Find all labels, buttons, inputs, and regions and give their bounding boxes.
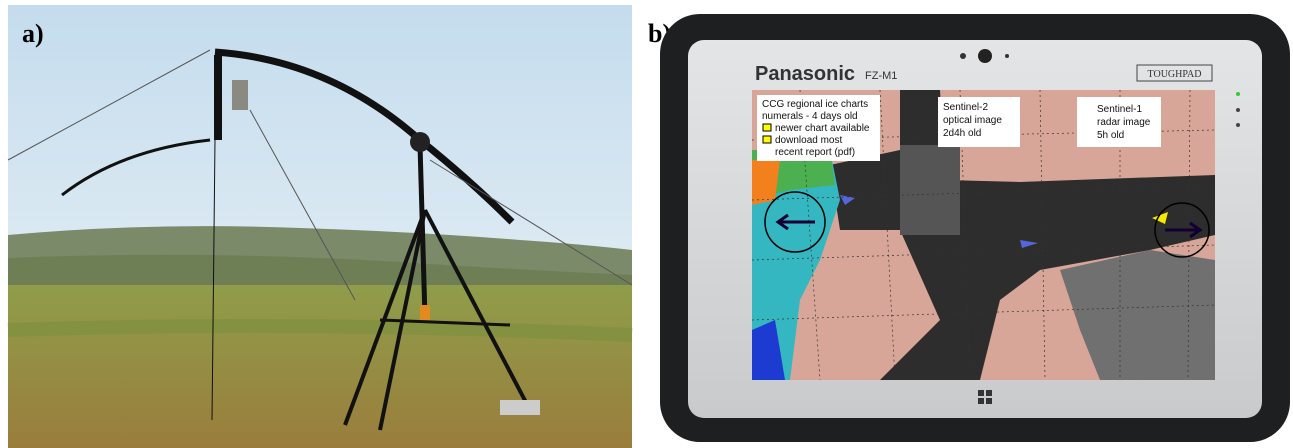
box-text: Sentinel-1 [1097, 104, 1142, 115]
legend-entry: newer chart available [775, 123, 870, 134]
box-text: 2d4h old [943, 128, 981, 139]
box-text: numerals - 4 days old [762, 111, 858, 122]
legend-entry: download most [775, 135, 842, 146]
panel-label: a) [22, 19, 44, 48]
box-text: CCG regional ice charts [762, 99, 868, 110]
figure: a) b) Panasonic FZ-M1 TOUGHPAD CCG regio… [0, 0, 1293, 448]
badge: TOUGHPAD [1148, 69, 1202, 80]
legend-entry: recent report (pdf) [775, 147, 855, 158]
box-text: Sentinel-2 [943, 102, 988, 113]
box-text: optical image [943, 115, 1002, 126]
brand: Panasonic [755, 63, 855, 85]
map: CCG regional ice charts numerals - 4 day… [752, 90, 1215, 380]
tablet: Panasonic FZ-M1 TOUGHPAD CCG regional ic… [660, 14, 1290, 442]
box-text: 5h old [1097, 130, 1124, 141]
photo [8, 5, 632, 448]
model: FZ-M1 [865, 70, 897, 82]
box-text: radar image [1097, 117, 1151, 128]
